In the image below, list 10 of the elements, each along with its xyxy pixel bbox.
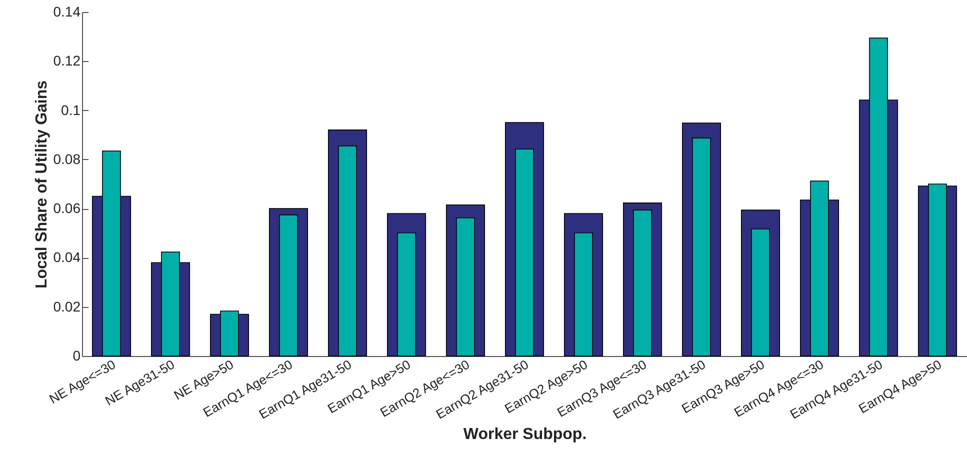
x-axis-title: Worker Subpop. [463, 426, 587, 444]
y-tick-label: 0.1 [61, 102, 81, 118]
y-axis-title: Local Share of Utility Gains [33, 80, 50, 289]
y-tick-label: 0.06 [53, 200, 81, 216]
y-tick-label: 0.02 [53, 298, 81, 314]
y-tick-label: 0.12 [53, 52, 81, 69]
y-tick-label: 0.08 [53, 150, 81, 167]
y-tick-label: 0 [72, 348, 81, 364]
y-tick-label: 0.04 [53, 249, 81, 266]
y-tick-label: 0.14 [53, 4, 81, 20]
